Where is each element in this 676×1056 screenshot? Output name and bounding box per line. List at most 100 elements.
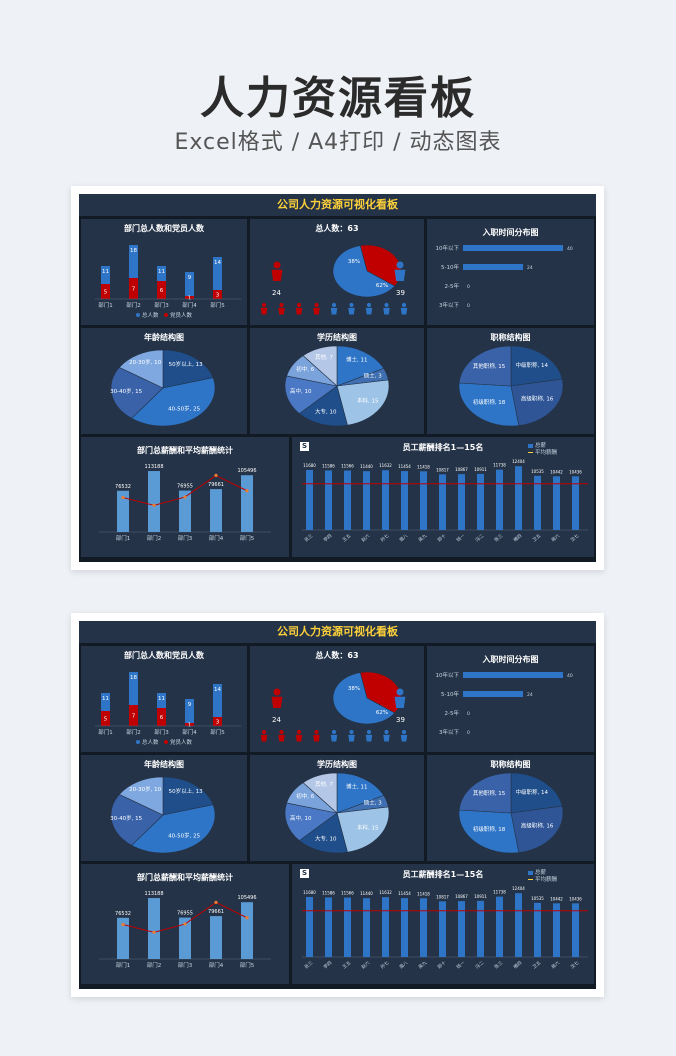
bar-value: 76955: [177, 911, 193, 917]
slice-label: 其他, 7: [315, 353, 333, 361]
bar-party: [157, 708, 166, 726]
dashboard-title: 公司人力资源可视化看板: [79, 621, 596, 643]
bar-party: [101, 711, 110, 726]
pie-slice: [336, 379, 390, 426]
bar-value: 11418: [417, 891, 430, 896]
x-tick-label: 部门4: [209, 534, 224, 542]
bar-value: 10442: [550, 469, 563, 474]
panel-rank: 职称结构图 中级职称, 14 高级职称, 16 初级职称, 18 其他职称, 15: [427, 755, 594, 861]
x-tick-label: 褚四: [512, 959, 524, 970]
panel-title: 员工薪酬排名1—15名: [402, 443, 484, 452]
dashboard: 公司人力资源可视化看板 部门总人数和党员人数 11 5 部门1 18 7 部门2 11 6 部门…: [79, 194, 596, 562]
bar-value: 12404: [512, 459, 525, 464]
female-icon-head: [314, 729, 319, 735]
panel-education: 学历结构图 博士, 11 硕士, 3 本科, 15 大专, 10 高中, 10 初中, 6…: [250, 755, 424, 861]
legend-label-total: 总人数: [142, 738, 159, 746]
y-tick-label: 3年以下: [439, 728, 459, 736]
male-icon-body: [330, 734, 338, 742]
male-icon-body: [348, 734, 355, 742]
bar-value: 0: [467, 284, 470, 290]
x-tick-label: 部门3: [178, 534, 193, 542]
bar-employee-salary: [363, 898, 370, 957]
tenure-bar: [463, 672, 563, 678]
bar-total-salary: [210, 916, 222, 959]
panel-salary: 部门总薪酬和平均薪酬统计 76532 部门1 113188 部门2 76955 部门3 79…: [81, 437, 289, 557]
rank-pie: 中级职称, 14 高级职称, 16 初级职称, 18 其他职称, 15: [458, 345, 564, 427]
bar-value: 40: [567, 246, 573, 252]
y-tick-label: 2-5年: [445, 709, 460, 717]
pie-slice: [336, 772, 385, 814]
x-tick-label: 部门5: [210, 728, 225, 736]
slice-label: 初中, 6: [296, 792, 314, 800]
slice-label: 硕士, 3: [364, 798, 382, 806]
bar-party: [129, 278, 138, 299]
bar-value: 10442: [550, 896, 563, 901]
female-icon-head: [314, 302, 319, 308]
slice-label: 40-50岁, 25: [168, 832, 200, 840]
tenure-bar: [463, 691, 523, 697]
panel-title: 部门总人数和党员人数: [124, 224, 204, 233]
male-icon-body: [383, 307, 390, 315]
avg-salary-point: [214, 473, 218, 478]
legend-swatch: [528, 878, 533, 881]
legend-dot-total: [136, 313, 140, 317]
pie-slice: [359, 671, 402, 714]
bar-party: [185, 296, 194, 299]
bar-value-total: 18: [130, 248, 137, 254]
x-tick-label: 部门2: [147, 534, 162, 542]
pie-label-male: 62%: [376, 283, 388, 289]
bar-value: 0: [467, 303, 470, 309]
legend-label: 平均薪酬: [535, 450, 558, 456]
x-tick-label: 王五: [341, 533, 352, 544]
bar-value: 11632: [379, 463, 392, 468]
rank-pie: 中级职称, 14 高级职称, 16 初级职称, 18 其他职称, 15: [458, 772, 564, 854]
female-icon-body: [278, 307, 285, 315]
male-icon-body: [365, 307, 373, 315]
bar-party: [129, 705, 138, 726]
bar-value: 11632: [379, 890, 392, 895]
x-tick-label: 部门3: [154, 301, 169, 309]
x-tick-label: 钱一: [455, 532, 467, 543]
pie-slice: [510, 345, 563, 387]
bar-employee-salary: [401, 471, 408, 530]
bar-value: 11454: [398, 464, 411, 469]
age-pie: 50岁以上, 13 40-50岁, 25 30-40岁, 15 20-30岁, 10: [110, 776, 216, 854]
x-tick-label: 部门4: [209, 961, 224, 969]
male-count: 39: [396, 716, 405, 724]
pie-slice: [110, 794, 164, 846]
avg-salary-point: [183, 922, 187, 926]
bar-value: 10817: [436, 894, 449, 899]
top-salary-chart: 11680 张三 11586 李四 11566 王五 11440 赵六 11632 孙七 11454…: [302, 886, 588, 970]
bar-value: 10817: [436, 467, 449, 472]
male-icon-body: [400, 734, 408, 742]
x-tick-label: 赵六: [360, 959, 372, 970]
bar-employee-salary: [325, 470, 332, 530]
bar-total: [185, 699, 194, 726]
bar-employee-salary: [458, 901, 465, 957]
pie-slice: [458, 382, 520, 427]
bar-total: [101, 693, 110, 726]
bar-party: [101, 284, 110, 299]
slice-label: 高级职称, 16: [521, 821, 554, 829]
salary-chart: 76532 部门1 113188 部门2 76955 部门3 79661 部门4 105496 部…: [99, 891, 271, 969]
male-icon-head: [366, 729, 372, 735]
panel-title: 入职时间分布图: [482, 228, 539, 237]
y-tick-label: 10年以下: [436, 244, 460, 252]
bar-employee-salary: [420, 471, 427, 530]
legend-label: 平均薪酬: [535, 877, 558, 883]
slice-label: 高中, 10: [290, 814, 312, 822]
pie-slice: [302, 772, 338, 814]
slice-label: 20-30岁, 10: [129, 358, 161, 366]
salary-chart: 76532 部门1 113188 部门2 76955 部门3 79661 部门4 105496 部…: [99, 464, 271, 542]
legend-total: 总薪: [528, 441, 546, 449]
panel-tenure: 入职时间分布图 10年以下 40 5-10年 24 2-5年 0 3年以下 0: [427, 646, 594, 752]
pie-slice: [298, 385, 348, 427]
slice-label: 其他, 7: [315, 780, 333, 788]
female-icon-head: [273, 261, 281, 269]
x-tick-label: 部门1: [116, 534, 131, 542]
male-icon-head: [366, 302, 372, 308]
male-icon-head: [349, 729, 354, 735]
male-icon-head: [396, 688, 404, 696]
